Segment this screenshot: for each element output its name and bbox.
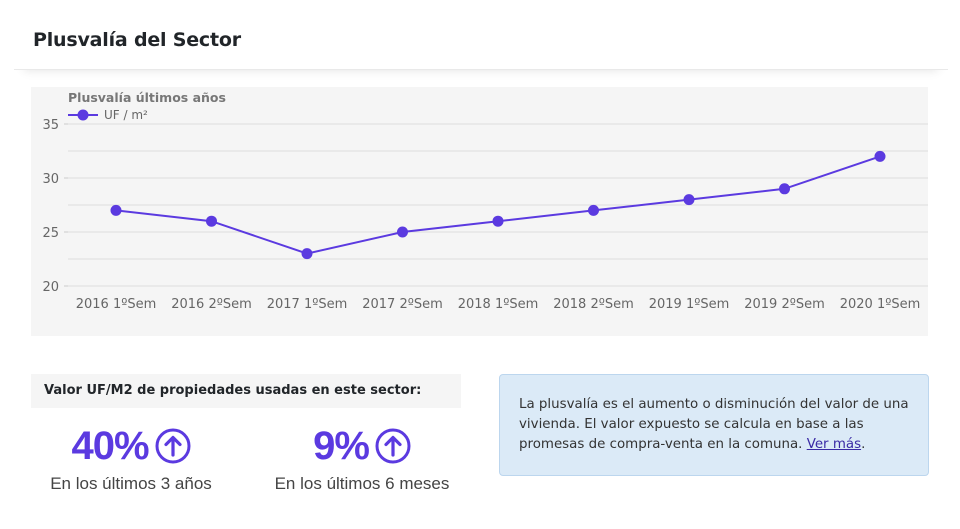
info-suffix: . [861, 437, 866, 452]
x-tick-label: 2020 1ºSem [840, 297, 921, 312]
y-tick-label: 25 [42, 226, 59, 241]
x-tick-label: 2019 2ºSem [744, 297, 825, 312]
data-point[interactable] [301, 248, 313, 260]
stat-6-months: 9% En los últimos 6 meses [262, 420, 462, 494]
x-tick-label: 2016 1ºSem [76, 297, 157, 312]
data-points [110, 150, 886, 260]
data-point[interactable] [779, 183, 790, 195]
stats-heading: Valor UF/M2 de propiedades usadas en est… [44, 383, 422, 398]
data-point[interactable] [397, 226, 408, 238]
data-point[interactable] [874, 150, 886, 162]
page-title: Plusvalía del Sector [33, 29, 241, 51]
info-text: La plusvalía es el aumento o disminución… [519, 395, 910, 455]
info-body: La plusvalía es el aumento o disminución… [519, 397, 909, 452]
section-header: Plusvalía del Sector [14, 18, 948, 70]
data-point[interactable] [492, 215, 504, 227]
stat-caption: En los últimos 3 años [50, 474, 212, 493]
stat-caption: En los últimos 6 meses [274, 474, 450, 493]
data-point[interactable] [206, 215, 217, 227]
y-axis: 20 25 30 35 [42, 118, 68, 295]
x-tick-label: 2019 1ºSem [649, 297, 730, 312]
stat-value: 40% [71, 423, 149, 468]
stat-3-years: 40% En los últimos 3 años [31, 420, 231, 494]
grid-lines [68, 123, 928, 287]
x-tick-label: 2018 2ºSem [553, 297, 634, 312]
chart-title: Plusvalía últimos años [68, 90, 226, 105]
data-point[interactable] [588, 204, 599, 216]
info-box: La plusvalía es el aumento o disminución… [499, 374, 929, 476]
arrow-up-circle-icon [375, 428, 411, 464]
arrow-up-circle-icon [155, 428, 191, 464]
legend-label: UF / m² [104, 108, 148, 122]
legend-marker [77, 109, 89, 121]
legend[interactable]: UF / m² [68, 108, 148, 122]
chart-panel: Plusvalía últimos años UF / m² 20 25 30 35 … [31, 87, 928, 336]
x-tick-label: 2018 1ºSem [458, 297, 539, 312]
y-tick-label: 20 [42, 280, 59, 295]
stat-value: 9% [313, 423, 370, 468]
data-point[interactable] [683, 194, 695, 206]
y-tick-label: 30 [42, 172, 59, 187]
stats-heading-box: Valor UF/M2 de propiedades usadas en est… [31, 374, 461, 408]
x-axis: 2016 1ºSem 2016 2ºSem 2017 1ºSem 2017 2ºSem… [76, 297, 921, 312]
y-tick-label: 35 [42, 118, 59, 133]
read-more-link[interactable]: Ver más [806, 437, 862, 452]
x-tick-label: 2017 1ºSem [267, 297, 348, 312]
x-tick-label: 2017 2ºSem [362, 297, 443, 312]
data-point[interactable] [110, 204, 122, 216]
x-tick-label: 2016 2ºSem [171, 297, 252, 312]
line-chart: Plusvalía últimos años UF / m² 20253035 … [42, 90, 928, 312]
